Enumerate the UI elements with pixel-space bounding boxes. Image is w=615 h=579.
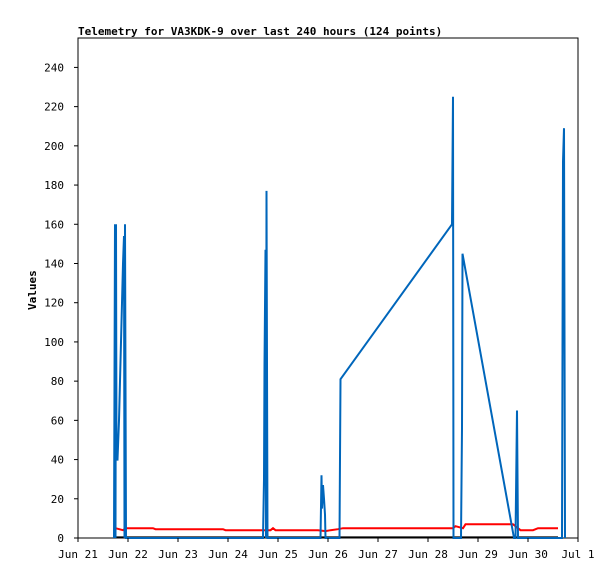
y-tick-label: 20 [51, 493, 64, 506]
x-tick-label: Jun 22 [108, 548, 148, 561]
y-tick-label: 140 [44, 257, 64, 270]
series-line-3 [113, 96, 566, 539]
x-tick-label: Jun 25 [258, 548, 298, 561]
x-tick-label: Jun 30 [508, 548, 548, 561]
y-tick-label: 40 [51, 454, 64, 467]
y-tick-label: 80 [51, 375, 64, 388]
x-tick-label: Jun 27 [358, 548, 398, 561]
y-tick-label: 180 [44, 179, 64, 192]
y-axis: 0 20 40 60 80 100 120 140 160 180 200 220 240 [44, 61, 78, 545]
series-line-1 [115, 523, 558, 533]
y-tick-label: 120 [44, 297, 64, 310]
x-tick-label: Jun 28 [408, 548, 448, 561]
y-tick-label: 0 [57, 532, 64, 545]
series-layer [113, 96, 566, 539]
y-axis-label: Values [26, 270, 39, 310]
x-tick-label: Jun 21 [58, 548, 98, 561]
plot-area-frame [77, 37, 579, 539]
chart-title: Telemetry for VA3KDK-9 over last 240 hou… [78, 25, 442, 38]
y-tick-label: 100 [44, 336, 64, 349]
x-tick-label: Jul 1 [561, 548, 594, 561]
x-axis: Jun 21 Jun 22 Jun 23 Jun 24 Jun 25 Jun 26 Jun … [58, 538, 595, 561]
x-tick-label: Jun 23 [158, 548, 198, 561]
y-tick-label: 60 [51, 414, 64, 427]
y-tick-label: 200 [44, 140, 64, 153]
x-tick-label: Jun 24 [208, 548, 248, 561]
x-tick-label: Jun 29 [458, 548, 498, 561]
y-tick-label: 220 [44, 101, 64, 114]
y-tick-label: 240 [44, 61, 64, 74]
x-tick-label: Jun 26 [308, 548, 348, 561]
y-tick-label: 160 [44, 218, 64, 231]
